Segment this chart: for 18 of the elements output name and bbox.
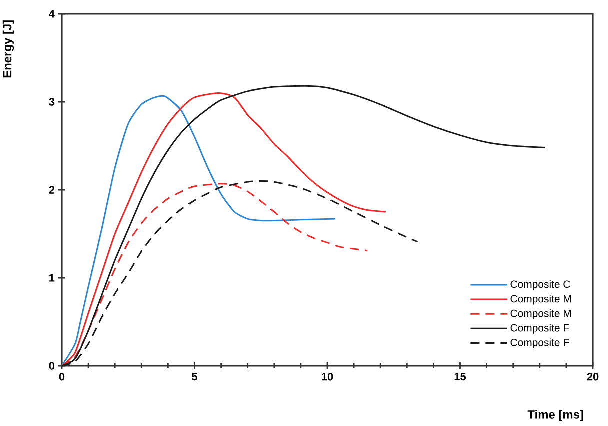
x-tick-label: 0 <box>59 373 65 381</box>
x-tick-label: 15 <box>454 373 466 381</box>
legend-label: Composite C <box>510 280 570 290</box>
legend-label: Composite M <box>510 294 572 305</box>
y-tick-label: 0 <box>49 362 55 370</box>
y-axis-title: Energy [J] <box>2 20 14 78</box>
x-tick-label: 5 <box>192 373 198 381</box>
line-series <box>61 96 336 367</box>
legend-label: Composite F <box>510 324 570 334</box>
x-axis-title: Time [ms] <box>528 410 584 422</box>
x-tick-label: 10 <box>322 373 334 381</box>
y-tick-label: 1 <box>50 274 55 282</box>
y-tick-label: 4 <box>49 10 55 18</box>
x-tick-label: 20 <box>587 373 599 381</box>
y-tick-label: 2 <box>49 186 55 194</box>
legend-label: Composite M <box>510 310 572 320</box>
legend-label: Composite F <box>510 338 570 348</box>
y-tick-label: 3 <box>49 98 55 106</box>
